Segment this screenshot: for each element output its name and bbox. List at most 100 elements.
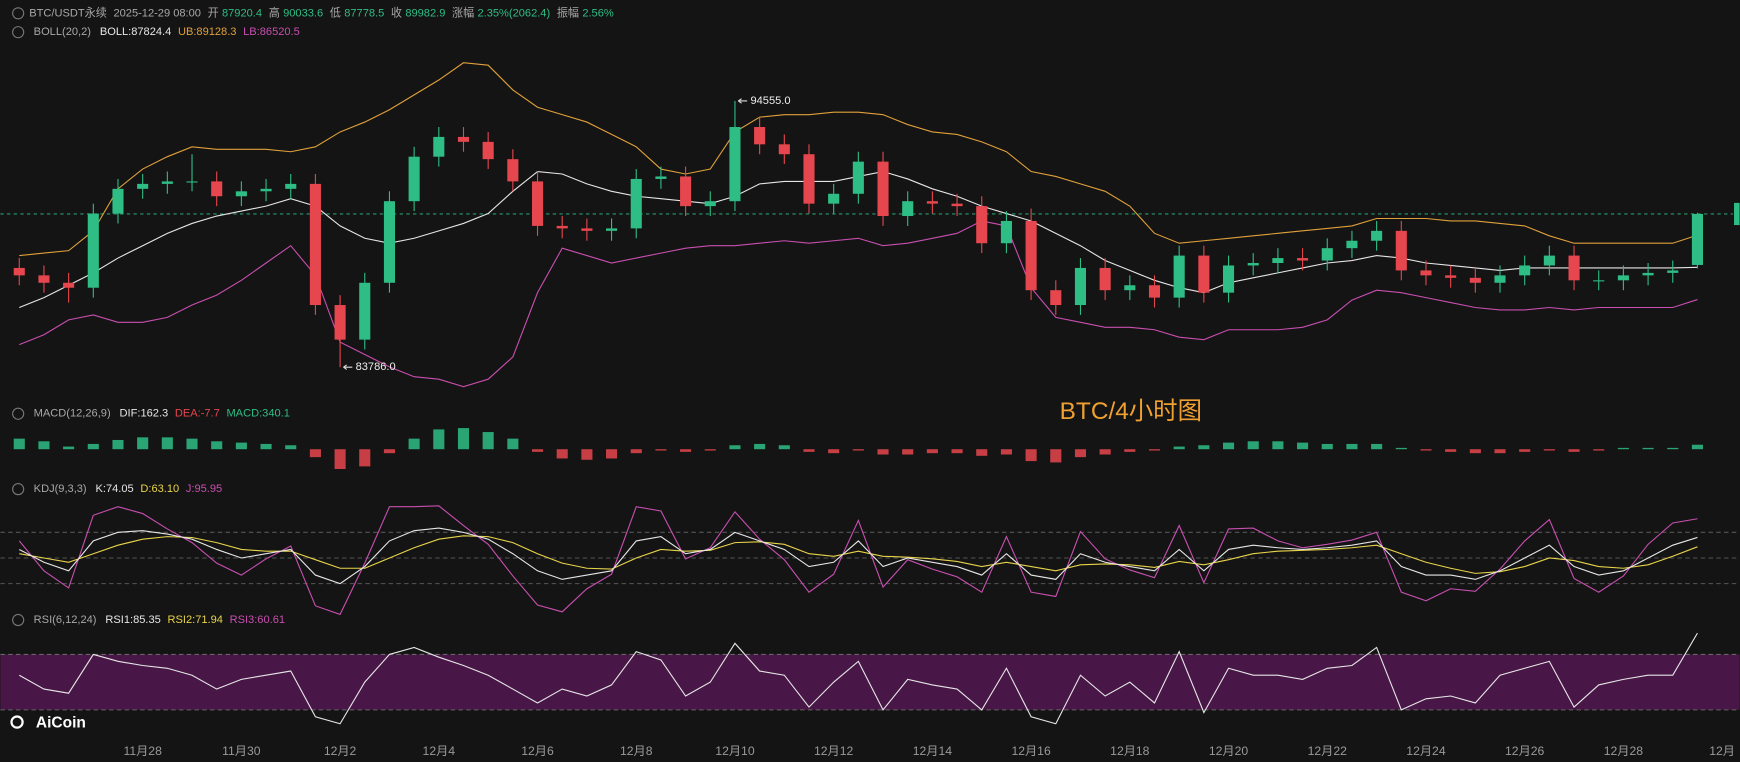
candle-body (951, 203, 963, 207)
open-value: 87920.4 (222, 7, 262, 19)
eye-icon[interactable] (12, 407, 25, 420)
candle-body (1124, 285, 1136, 291)
candle-body (1667, 270, 1679, 273)
candle-body (309, 183, 321, 306)
rsi1-label: RSI1: (105, 614, 133, 626)
eye-icon[interactable] (12, 26, 25, 39)
candle-body (63, 282, 75, 288)
macd-legend: MACD(12,26,9) DIF:162.3 DEA:-7.7 MACD:340.1 (34, 408, 290, 420)
macd-bar (1346, 443, 1358, 450)
macd-bar (1198, 445, 1210, 450)
candle-body (1198, 255, 1210, 293)
eye-icon[interactable] (12, 483, 25, 496)
macd-bar (680, 449, 692, 452)
candle-body (926, 201, 938, 204)
candle-body (1469, 277, 1481, 283)
candle-body (285, 183, 297, 189)
macd-bar (852, 449, 864, 451)
macd-bar (1445, 449, 1457, 452)
x-tick-label: 12月24 (1406, 744, 1446, 758)
x-tick-label: 11月28 (123, 744, 162, 758)
boll-lower-line (19, 220, 1698, 388)
macd-bar (1222, 442, 1235, 450)
macd-bar (1025, 449, 1037, 462)
macd-bar (507, 438, 519, 450)
x-tick-label: 12月14 (913, 744, 953, 758)
candle-body (531, 181, 544, 226)
macd-bar (482, 432, 494, 450)
candle-body (457, 136, 470, 142)
candle-body (1321, 248, 1333, 261)
watermark: BTC/4小时图 (1060, 398, 1202, 425)
close-value: 89982.9 (405, 7, 445, 19)
macd-bar (1148, 449, 1161, 451)
candle-body (359, 282, 371, 340)
rsi1-line (18, 632, 1698, 725)
macd-bar (1124, 449, 1136, 452)
macd-bar (1321, 443, 1333, 450)
macd-bar (877, 449, 889, 455)
macd-bar (1617, 447, 1629, 450)
rsi3-value: 60.61 (257, 614, 285, 626)
kdj-j-line (18, 505, 1698, 616)
candle-body (803, 154, 815, 204)
candle-body (1617, 275, 1629, 281)
eye-icon[interactable] (12, 613, 25, 627)
macd-bar (1593, 449, 1605, 451)
candle-body (1173, 255, 1185, 298)
candle-body (1074, 267, 1087, 306)
x-tick-label: 12月26 (1505, 744, 1545, 758)
dif-label: DIF: (120, 408, 141, 420)
time: 2025-12-29 08:00 (113, 7, 200, 19)
macd-bar (309, 449, 321, 458)
boll-upper-label: UB: (178, 26, 196, 38)
rsi3-label: RSI3: (230, 614, 258, 626)
rsi-band (0, 654, 1740, 710)
close-label: 收 (391, 5, 402, 19)
rsi2-value: 71.94 (195, 614, 223, 626)
x-tick-label: 12月 (1709, 744, 1735, 758)
macd-label: MACD: (226, 408, 262, 420)
macd-bar (754, 443, 766, 450)
macd-bar (13, 438, 25, 450)
macd-bar (1050, 449, 1062, 463)
candle-body (1371, 230, 1383, 241)
macd-bar (1420, 449, 1432, 451)
candle-body (877, 161, 889, 217)
annotation-arrow (343, 364, 353, 370)
amplitude-value: 2.56% (582, 7, 614, 19)
candle-body (186, 181, 198, 183)
macd-bar (1494, 449, 1506, 454)
candle-body (137, 183, 149, 189)
candle-body (976, 206, 988, 244)
candle-body (1568, 255, 1580, 281)
annotation-arrow (737, 98, 748, 104)
candle-body (778, 144, 790, 155)
candle-body (482, 141, 494, 160)
eye-icon[interactable] (12, 7, 25, 20)
candle-body (433, 136, 445, 157)
candle-body (1222, 265, 1235, 293)
candle-body (852, 161, 864, 194)
macd-bar (1395, 447, 1407, 450)
annotation-label: 83786.0 (356, 361, 396, 373)
dif-value: 162.3 (140, 408, 168, 420)
macd-bar (235, 442, 247, 450)
candle-body (630, 178, 642, 229)
k-value: 74.05 (106, 483, 134, 495)
open-label: 开 (208, 7, 219, 19)
current-price-tag (1734, 202, 1740, 226)
symbol: BTC/USDT永续 (29, 5, 107, 19)
macd-bar (902, 449, 914, 455)
candle-body (1297, 258, 1309, 261)
macd-bar (112, 439, 124, 450)
macd-bar (1519, 449, 1531, 452)
candle-body (729, 127, 741, 202)
boll-legend: BOLL(20,2) BOLL:87824.4 UB:89128.3 LB:86520… (34, 26, 300, 38)
candle-body (383, 201, 395, 283)
candle-body (754, 127, 766, 145)
candle-body (655, 176, 667, 179)
macd-bar (655, 449, 667, 451)
